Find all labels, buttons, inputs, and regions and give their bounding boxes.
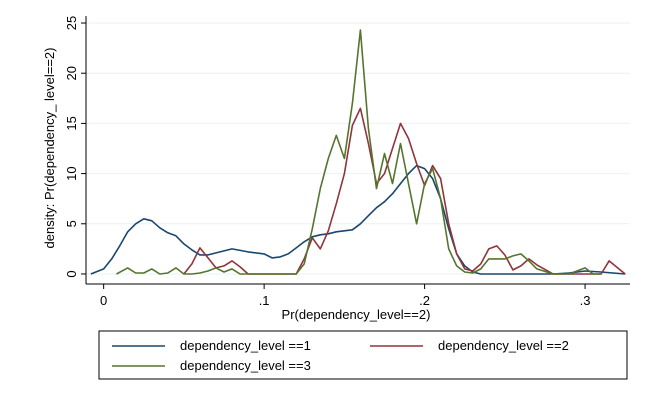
legend: dependency_level ==1 dependency_level ==2… — [98, 330, 628, 380]
y-tick-label: 10 — [64, 166, 79, 180]
axes — [85, 16, 630, 285]
x-tick-label: .2 — [419, 293, 430, 308]
legend-box — [98, 330, 628, 380]
series-line-2 — [183, 107, 626, 275]
y-tick-label: 5 — [64, 220, 79, 227]
x-tick-label: 0 — [100, 293, 107, 308]
x-axis-title: Pr(dependency_level==2) — [282, 307, 431, 322]
y-tick-label: 20 — [64, 66, 79, 80]
y-tick-label: 0 — [64, 270, 79, 277]
legend-label-1: dependency_level ==1 — [180, 338, 311, 353]
series-line-1 — [90, 164, 626, 275]
series-lines — [90, 29, 626, 275]
legend-label-2: dependency_level ==2 — [438, 338, 569, 353]
y-tick-label: 25 — [64, 16, 79, 30]
gridlines — [86, 22, 630, 275]
legend-label-3: dependency_level ==3 — [180, 358, 311, 373]
y-tick-label: 15 — [64, 116, 79, 130]
x-tick-label: .1 — [259, 293, 270, 308]
series-line-3 — [116, 29, 602, 275]
x-tick-label: .3 — [580, 293, 591, 308]
tick-marks: 0 5 10 15 20 25 0 .1 .2 .3 — [64, 16, 590, 308]
y-axis-title: density: Pr(dependency_ level==2) — [42, 48, 57, 249]
